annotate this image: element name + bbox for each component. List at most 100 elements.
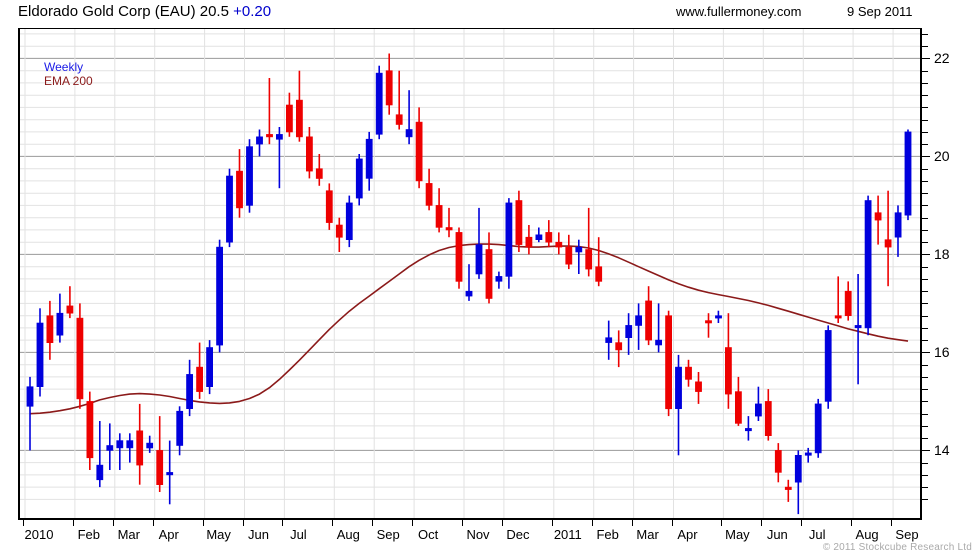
y-axis-tick bbox=[920, 242, 928, 244]
y-axis-tick bbox=[920, 119, 928, 121]
x-axis-label: Oct bbox=[417, 527, 439, 542]
y-axis-tick bbox=[920, 291, 928, 293]
y-axis-tick bbox=[920, 205, 928, 207]
x-axis-tick bbox=[462, 520, 463, 526]
y-axis-tick bbox=[920, 70, 928, 72]
y-axis-tick bbox=[920, 217, 928, 219]
y-axis-tick bbox=[920, 33, 928, 35]
x-axis-label: Apr bbox=[158, 527, 179, 542]
y-axis-tick bbox=[920, 278, 928, 280]
y-axis-tick bbox=[920, 266, 928, 268]
y-axis-tick bbox=[920, 303, 928, 305]
x-axis-label: Dec bbox=[506, 527, 530, 542]
y-axis-tick bbox=[920, 131, 928, 133]
x-axis-tick bbox=[152, 520, 154, 526]
x-axis-label: May bbox=[725, 527, 750, 542]
x-axis-label: Mar bbox=[117, 527, 140, 542]
legend-item-weekly: Weekly bbox=[44, 60, 84, 74]
y-axis-label: 18 bbox=[934, 246, 950, 263]
y-axis-tick bbox=[920, 462, 928, 464]
x-axis-label: Apr bbox=[677, 527, 698, 542]
x-axis-label: Aug bbox=[336, 527, 360, 542]
legend-item-ema200: EMA 200 bbox=[44, 74, 93, 88]
x-axis-label: Jun bbox=[766, 527, 788, 542]
page-title: Eldorado Gold Corp (EAU) 20.5 +0.20 bbox=[18, 3, 271, 20]
x-axis-label: 2011 bbox=[553, 527, 582, 542]
y-axis-tick bbox=[920, 156, 930, 158]
y-axis-tick bbox=[920, 46, 928, 48]
x-axis-label: 2010 bbox=[24, 527, 54, 542]
x-axis-tick bbox=[23, 520, 24, 526]
x-axis-tick bbox=[412, 520, 414, 526]
y-axis-tick bbox=[920, 352, 930, 354]
instrument-title: Eldorado Gold Corp (EAU) 20.5 bbox=[18, 3, 234, 20]
x-axis-tick bbox=[671, 520, 673, 526]
y-axis-tick bbox=[920, 107, 928, 109]
y-axis-tick bbox=[920, 340, 928, 342]
x-axis-label: Aug bbox=[855, 527, 879, 542]
y-axis-tick bbox=[920, 389, 928, 391]
y-axis-tick bbox=[920, 229, 928, 231]
y-axis-tick bbox=[920, 376, 928, 378]
x-axis-tick bbox=[332, 520, 334, 526]
x-axis-tick bbox=[72, 520, 74, 526]
y-axis-label: 20 bbox=[934, 148, 950, 165]
y-axis-tick bbox=[920, 144, 928, 146]
x-axis-tick bbox=[891, 520, 893, 526]
y-axis-tick bbox=[920, 315, 928, 317]
x-axis-label: Sep bbox=[895, 527, 919, 542]
y-axis-tick bbox=[920, 95, 928, 97]
plot-area: Weekly EMA 200 bbox=[18, 28, 920, 520]
x-axis-tick bbox=[282, 520, 284, 526]
y-axis-tick bbox=[920, 180, 928, 182]
chart-date: 9 Sep 2011 bbox=[847, 4, 913, 19]
x-axis-tick bbox=[631, 520, 633, 526]
candlestick-canvas bbox=[20, 29, 920, 518]
x-axis-tick bbox=[851, 520, 853, 526]
x-axis-tick bbox=[591, 520, 593, 526]
x-axis-label: Nov bbox=[466, 527, 490, 542]
x-axis-label: Jul bbox=[290, 527, 307, 542]
y-axis-tick bbox=[920, 425, 928, 427]
x-axis-label: Feb bbox=[596, 527, 619, 542]
y-axis-tick bbox=[920, 168, 928, 170]
x-axis-label: Jul bbox=[808, 527, 826, 542]
y-axis-tick bbox=[920, 82, 928, 84]
x-axis-label: Jun bbox=[248, 527, 269, 542]
y-axis-tick bbox=[920, 499, 928, 501]
y-axis-tick bbox=[920, 401, 928, 403]
x-axis-tick bbox=[721, 520, 723, 526]
x-axis-tick bbox=[202, 520, 204, 526]
x-axis-label: May bbox=[206, 527, 231, 542]
y-axis-tick bbox=[920, 450, 930, 452]
x-axis-label: Sep bbox=[376, 527, 400, 542]
website-label: www.fullermoney.com bbox=[676, 4, 802, 19]
price-change: +0.20 bbox=[233, 3, 272, 20]
y-axis-label: 14 bbox=[934, 442, 950, 459]
y-axis-tick bbox=[920, 413, 928, 415]
y-axis-tick bbox=[920, 327, 928, 329]
x-axis-label: Feb bbox=[77, 527, 100, 542]
x-axis-tick bbox=[551, 520, 553, 526]
y-axis-tick bbox=[920, 438, 928, 440]
x-axis-tick bbox=[372, 520, 374, 526]
x-axis-tick bbox=[242, 520, 244, 526]
y-axis-tick bbox=[920, 193, 928, 195]
x-axis-tick bbox=[112, 520, 114, 526]
y-axis-tick bbox=[920, 474, 928, 476]
x-axis-label: Mar bbox=[636, 527, 659, 542]
y-axis-label: 22 bbox=[934, 50, 950, 67]
x-axis-tick bbox=[501, 520, 503, 526]
y-axis-tick bbox=[920, 364, 928, 366]
y-axis-label: 16 bbox=[934, 344, 950, 361]
copyright-notice: © 2011 Stockcube Research Ltd bbox=[822, 542, 972, 553]
y-axis-line bbox=[920, 28, 922, 520]
x-axis-tick bbox=[761, 520, 763, 526]
chart-header: Eldorado Gold Corp (EAU) 20.5 +0.20 www.… bbox=[0, 0, 980, 26]
chart-legend: Weekly EMA 200 bbox=[44, 60, 93, 88]
y-axis-tick bbox=[920, 487, 928, 489]
y-axis-tick bbox=[920, 58, 930, 60]
x-axis-tick bbox=[801, 520, 803, 526]
y-axis-tick bbox=[920, 254, 930, 256]
